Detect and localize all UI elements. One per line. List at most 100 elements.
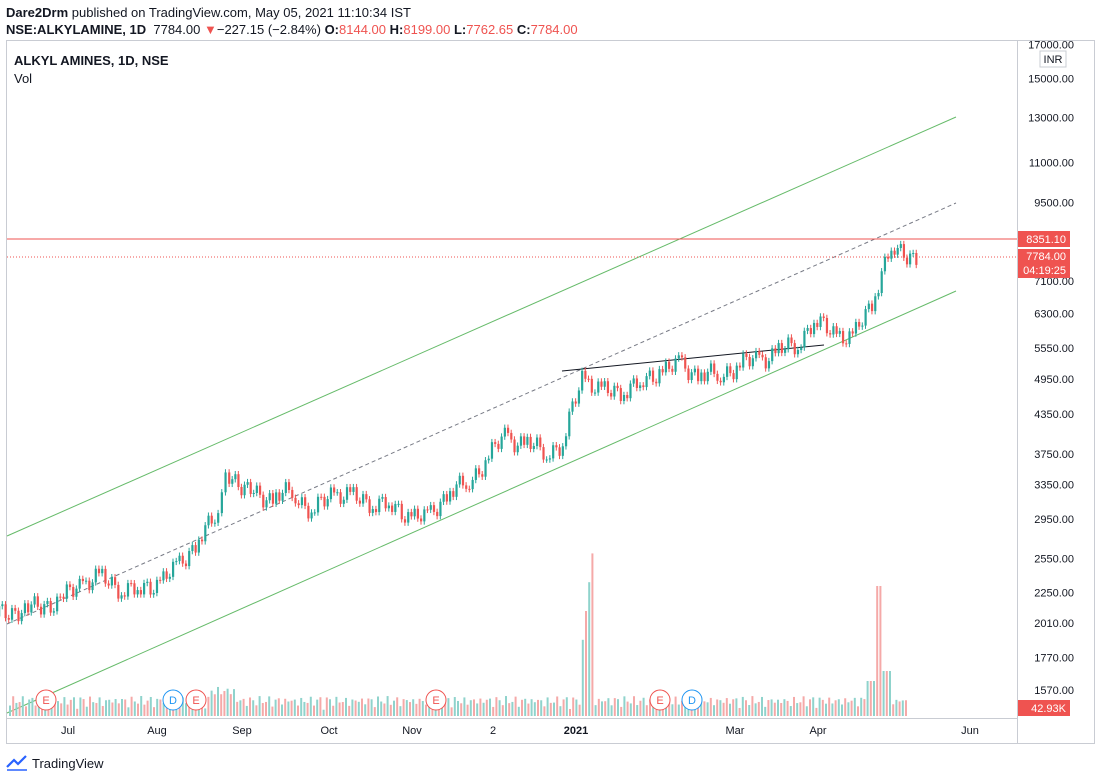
candle[interactable] bbox=[532, 446, 535, 449]
candle[interactable] bbox=[184, 563, 188, 567]
candle[interactable] bbox=[793, 343, 796, 355]
candle[interactable] bbox=[867, 303, 870, 310]
candle[interactable] bbox=[220, 492, 223, 514]
candle[interactable] bbox=[593, 392, 597, 394]
candle[interactable] bbox=[822, 316, 825, 318]
candle[interactable] bbox=[684, 357, 687, 369]
candle[interactable] bbox=[722, 376, 725, 383]
candle[interactable] bbox=[224, 472, 227, 493]
candle[interactable] bbox=[548, 458, 552, 460]
publisher-name[interactable]: Dare2Drm bbox=[6, 5, 69, 20]
candle[interactable] bbox=[217, 513, 220, 523]
candle[interactable] bbox=[800, 347, 803, 350]
candle[interactable] bbox=[748, 356, 751, 367]
chart-legend-title[interactable]: ALKYL AMINES, 1D, NSE bbox=[14, 53, 169, 68]
candle[interactable] bbox=[345, 487, 349, 500]
earnings-event-icon[interactable] bbox=[425, 689, 447, 711]
candle[interactable] bbox=[352, 487, 355, 492]
candle[interactable] bbox=[139, 590, 142, 595]
candle[interactable] bbox=[17, 610, 20, 622]
candle[interactable] bbox=[149, 581, 152, 595]
candle[interactable] bbox=[825, 317, 829, 334]
candle[interactable] bbox=[777, 343, 780, 354]
candle[interactable] bbox=[362, 494, 365, 504]
candle[interactable] bbox=[645, 376, 648, 388]
candle[interactable] bbox=[668, 361, 671, 369]
candle[interactable] bbox=[581, 370, 584, 391]
candle[interactable] bbox=[564, 436, 568, 447]
candle[interactable] bbox=[458, 475, 461, 485]
candle[interactable] bbox=[887, 256, 890, 259]
candle[interactable] bbox=[829, 333, 832, 335]
channel-upper-line[interactable] bbox=[6, 116, 957, 537]
candle[interactable] bbox=[246, 482, 249, 485]
candle[interactable] bbox=[49, 601, 52, 613]
candle[interactable] bbox=[677, 355, 680, 359]
candle[interactable] bbox=[674, 358, 677, 372]
candle[interactable] bbox=[162, 571, 165, 581]
candle[interactable] bbox=[835, 326, 838, 334]
candle[interactable] bbox=[243, 484, 246, 496]
candle[interactable] bbox=[281, 492, 284, 501]
candle[interactable] bbox=[610, 393, 613, 397]
candle[interactable] bbox=[655, 381, 658, 384]
candle[interactable] bbox=[94, 568, 97, 583]
candle[interactable] bbox=[809, 328, 812, 335]
candle[interactable] bbox=[732, 373, 735, 380]
candle[interactable] bbox=[751, 358, 754, 367]
candle[interactable] bbox=[577, 390, 581, 404]
candle[interactable] bbox=[481, 474, 484, 477]
candle[interactable] bbox=[271, 493, 275, 504]
candle[interactable] bbox=[307, 505, 310, 519]
volume-legend[interactable]: Vol bbox=[14, 71, 33, 86]
candle[interactable] bbox=[168, 576, 171, 579]
candle[interactable] bbox=[539, 437, 542, 448]
candle[interactable] bbox=[477, 468, 481, 475]
candle[interactable] bbox=[323, 496, 326, 507]
candle[interactable] bbox=[519, 436, 523, 446]
candle[interactable] bbox=[39, 606, 43, 615]
candle[interactable] bbox=[123, 595, 126, 597]
candle[interactable] bbox=[310, 512, 313, 519]
candle[interactable] bbox=[59, 596, 62, 598]
candle[interactable] bbox=[107, 583, 110, 586]
candle[interactable] bbox=[471, 479, 474, 490]
candle[interactable] bbox=[436, 511, 439, 517]
candle[interactable] bbox=[535, 437, 539, 447]
candle[interactable] bbox=[114, 577, 117, 585]
candle[interactable] bbox=[349, 487, 352, 492]
candle[interactable] bbox=[742, 353, 745, 368]
candle[interactable] bbox=[316, 496, 320, 513]
candle[interactable] bbox=[10, 608, 14, 620]
candle[interactable] bbox=[403, 519, 407, 523]
candle[interactable] bbox=[461, 475, 465, 486]
candle[interactable] bbox=[870, 303, 874, 312]
candle[interactable] bbox=[342, 499, 345, 504]
candle[interactable] bbox=[265, 500, 268, 508]
candle[interactable] bbox=[861, 325, 864, 327]
candle[interactable] bbox=[896, 248, 899, 255]
candle[interactable] bbox=[484, 460, 487, 477]
candle[interactable] bbox=[697, 368, 700, 382]
candle[interactable] bbox=[110, 577, 113, 586]
candle[interactable] bbox=[796, 349, 800, 355]
candle[interactable] bbox=[207, 515, 210, 526]
channel-midline[interactable] bbox=[6, 202, 957, 625]
candle[interactable] bbox=[1, 604, 4, 607]
candle[interactable] bbox=[912, 253, 915, 255]
candle[interactable] bbox=[680, 355, 684, 358]
candle[interactable] bbox=[391, 505, 394, 512]
candle[interactable] bbox=[545, 459, 548, 461]
candle[interactable] bbox=[313, 512, 316, 514]
candle[interactable] bbox=[62, 596, 65, 599]
candle[interactable] bbox=[240, 486, 243, 496]
candle[interactable] bbox=[613, 385, 616, 397]
candle[interactable] bbox=[268, 493, 271, 501]
candle[interactable] bbox=[574, 401, 577, 404]
candle[interactable] bbox=[136, 590, 139, 595]
candle[interactable] bbox=[320, 496, 323, 498]
candle[interactable] bbox=[455, 484, 458, 497]
candle[interactable] bbox=[72, 587, 75, 597]
candle[interactable] bbox=[384, 497, 387, 509]
candle[interactable] bbox=[358, 500, 362, 504]
